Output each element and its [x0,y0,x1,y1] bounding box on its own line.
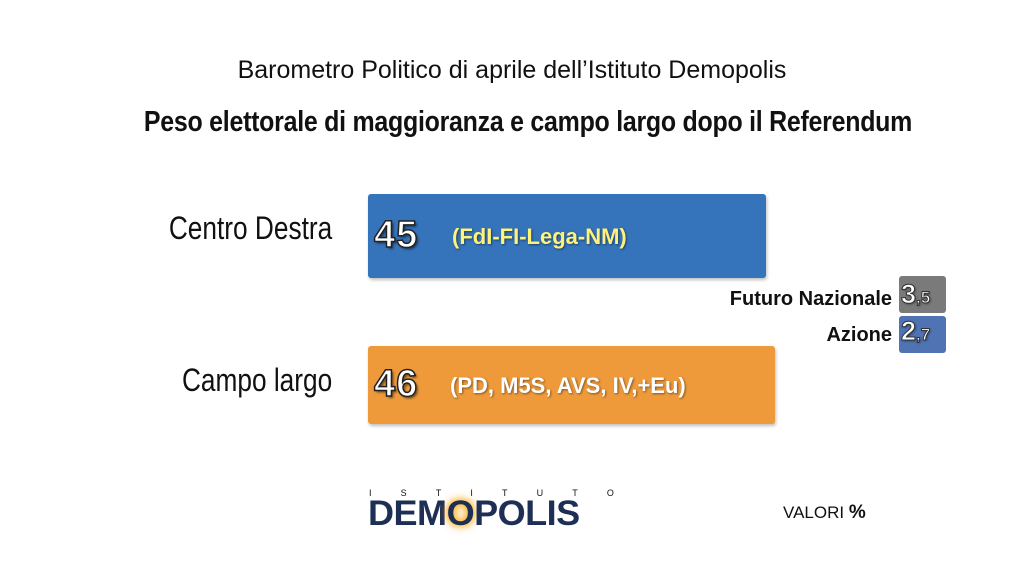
chart-title: Peso elettorale di maggioranza e campo l… [143,106,913,138]
bar-campo-largo [368,346,776,424]
logo-letter: U [536,488,544,498]
logo-letter: I [470,488,473,498]
category-label-campo-largo: Campo largo [181,362,332,398]
logo-letter: I [369,488,372,498]
secondary-box-futuro-nazionale [899,276,946,313]
secondary-value-dec: ,5 [916,288,931,308]
parties-label-campo-largo: (PD, M5S, AVS, IV,+Eu) [450,373,686,398]
logo-letter: S [400,488,407,498]
category-label-centro-destra: Centro Destra [168,210,332,246]
parties-label-centro-destra: (FdI-FI-Lega-NM) [452,224,627,249]
logo-text-o: O [446,494,475,533]
logo-istituto: I S T I T U T O [369,488,614,498]
unit-note: VALORI % [783,502,866,524]
bar-centro-destra [368,194,767,278]
value-label-campo-largo: 46 [373,362,419,406]
unit-symbol: % [848,502,866,523]
logo-letter: T [435,488,442,498]
secondary-label-azione: Azione [826,324,892,346]
secondary-value-int: 3 [900,279,917,310]
secondary-value-dec: ,7 [916,325,931,345]
secondary-value-azione: 2,7 [900,316,931,347]
logo-demopolis: DEMOPOLIS [368,494,626,534]
logo-letter: O [606,488,614,498]
chart-subtitle: Barometro Politico di aprile dell’Istitu… [237,56,787,84]
secondary-box-azione [899,316,946,353]
logo-text-post: POLIS [474,494,580,533]
logo-letter: T [502,488,508,498]
secondary-value-futuro-nazionale: 3,5 [900,279,931,310]
secondary-label-futuro-nazionale: Futuro Nazionale [729,288,892,310]
value-label-centro-destra: 45 [373,213,419,257]
logo-text-pre: DEM [368,494,447,533]
secondary-value-int: 2 [900,316,917,347]
unit-note-text: VALORI [783,503,845,522]
logo-letter: T [572,488,578,498]
